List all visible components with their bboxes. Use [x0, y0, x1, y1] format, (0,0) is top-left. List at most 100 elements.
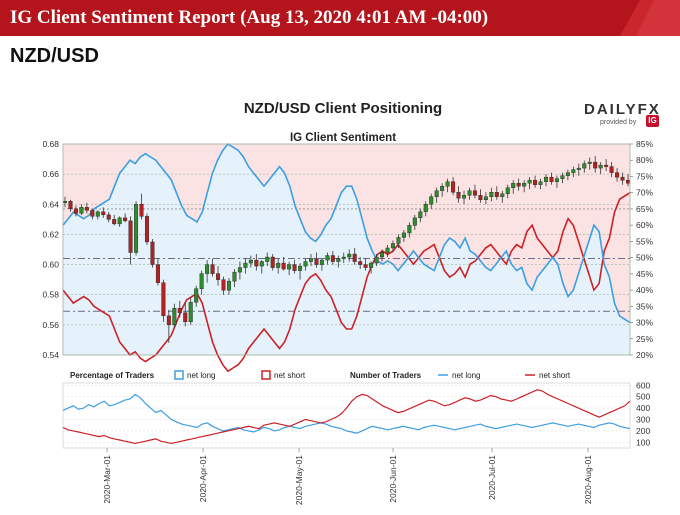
candle-body	[598, 164, 603, 169]
candle-body	[576, 167, 581, 170]
price-candle	[248, 255, 253, 268]
price-candle	[560, 172, 565, 184]
price-candle	[483, 192, 488, 205]
price-candle	[620, 172, 625, 185]
price-candle	[166, 309, 171, 343]
lower-plot-frame	[62, 382, 631, 449]
lower-y-tick-label: 600	[636, 380, 650, 390]
candle-body	[281, 262, 286, 270]
candle-body	[254, 259, 259, 267]
lower-y-tick-label: 300	[636, 414, 650, 424]
price-candle	[298, 263, 303, 280]
candle-body	[155, 264, 160, 283]
net-short-count-line	[62, 389, 631, 445]
y-right-tick-label: 25%	[636, 334, 653, 344]
price-candle	[265, 252, 270, 267]
y-left-tick-label: 0.58	[42, 290, 59, 300]
price-candles	[63, 156, 631, 343]
price-candle	[494, 186, 499, 200]
price-candle	[123, 213, 128, 223]
x-tick-label: 2020-Mar-01	[102, 455, 112, 504]
price-candle	[489, 187, 494, 202]
price-candle	[587, 157, 592, 170]
candle-body	[79, 207, 84, 214]
price-candle	[472, 184, 477, 199]
price-candle	[79, 204, 84, 215]
x-tick-label: 2020-Jul-01	[487, 455, 497, 500]
price-candle	[352, 247, 357, 265]
price-candle	[462, 190, 467, 205]
candle-body	[549, 176, 554, 182]
logo-provided-by: provided by	[600, 119, 637, 126]
y-right-tick-label: 70%	[636, 188, 653, 198]
candle-body	[412, 217, 417, 226]
price-candle	[522, 180, 527, 193]
price-candle	[609, 162, 614, 178]
candle-body	[276, 262, 281, 268]
y-left-tick-label: 0.54	[42, 350, 59, 360]
candle-body	[522, 182, 527, 187]
candle-body	[172, 308, 177, 326]
candle-body	[494, 192, 499, 197]
candle-body	[194, 288, 199, 303]
candle-body	[500, 193, 505, 197]
price-candle	[533, 175, 538, 188]
price-candle	[456, 186, 461, 203]
candle-body	[462, 195, 467, 199]
price-candle	[407, 222, 412, 238]
candle-body	[418, 211, 423, 219]
candle-body	[84, 207, 89, 211]
lower-grid	[62, 382, 631, 449]
price-candle	[429, 193, 434, 209]
candle-body	[259, 261, 264, 267]
price-candle	[210, 258, 215, 277]
y-left-tick-label: 0.64	[42, 199, 59, 209]
candle-body	[336, 258, 341, 262]
price-candle	[527, 177, 532, 190]
candle-body	[216, 273, 221, 280]
x-tick-label: 2020-Apr-01	[198, 455, 208, 503]
price-candle	[445, 178, 450, 193]
price-candle	[226, 278, 231, 295]
candle-body	[467, 190, 472, 196]
price-candle	[380, 249, 385, 262]
price-candle	[418, 208, 423, 223]
candle-body	[451, 181, 456, 193]
lower-y-tick-label: 100	[636, 437, 650, 447]
price-candle	[401, 229, 406, 242]
price-candle	[565, 169, 570, 181]
price-candle	[216, 266, 221, 286]
candle-body	[243, 262, 248, 268]
legend-short-swatch	[261, 370, 271, 380]
y-right-tick-label: 50%	[636, 253, 653, 263]
candle-body	[582, 163, 587, 169]
y-left-tick-label: 0.60	[42, 260, 59, 270]
y-right-tick-label: 40%	[636, 285, 653, 295]
net-long-percent-series	[62, 142, 631, 324]
y-right-tick-label: 35%	[636, 301, 653, 311]
price-candle	[554, 175, 559, 188]
candle-body	[369, 262, 374, 268]
price-candle	[177, 300, 182, 318]
candle-body	[571, 169, 576, 173]
price-candle	[139, 193, 144, 220]
candle-body	[445, 181, 450, 187]
long-zone	[63, 144, 630, 355]
candle-body	[199, 273, 204, 289]
candle-body	[538, 181, 543, 185]
x-tick-label: 2020-Jun-01	[388, 455, 398, 503]
y-left-tick-label: 0.56	[42, 320, 59, 330]
banner-decoration-icon	[620, 0, 680, 36]
candle-body	[511, 182, 516, 188]
candle-body	[248, 259, 253, 264]
candle-body	[63, 201, 68, 203]
candle-body	[374, 256, 379, 264]
price-candle	[134, 201, 139, 256]
candle-body	[429, 196, 434, 205]
y-right-tick-label: 45%	[636, 269, 653, 279]
candle-body	[106, 214, 111, 220]
candle-body	[292, 264, 297, 271]
candle-body	[90, 210, 95, 217]
